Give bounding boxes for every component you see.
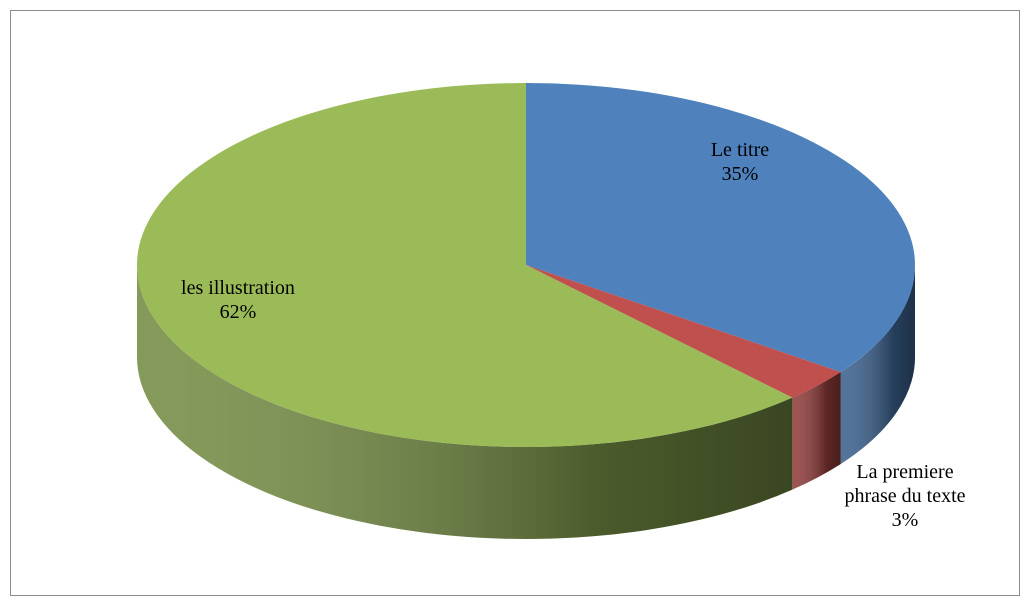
value-label: 3% — [891, 509, 919, 531]
data-label: La premiere phrase du texte 3% — [830, 460, 980, 532]
slice-side-shade — [136, 265, 793, 539]
data-label: Le titre 35% — [670, 138, 810, 186]
slice-side-shade — [792, 371, 841, 490]
slice — [137, 83, 793, 447]
slice-side-shade — [840, 265, 915, 464]
chart-frame — [10, 10, 1020, 596]
category-label: les illustration — [181, 277, 295, 299]
slice — [526, 265, 841, 398]
category-label: Le titre — [710, 139, 770, 161]
data-label: les illustration 62% — [128, 276, 348, 324]
value-label: 35% — [721, 163, 759, 185]
slice — [526, 83, 916, 372]
value-label: 62% — [219, 301, 257, 323]
category-label: La premiere phrase du texte — [844, 461, 966, 507]
